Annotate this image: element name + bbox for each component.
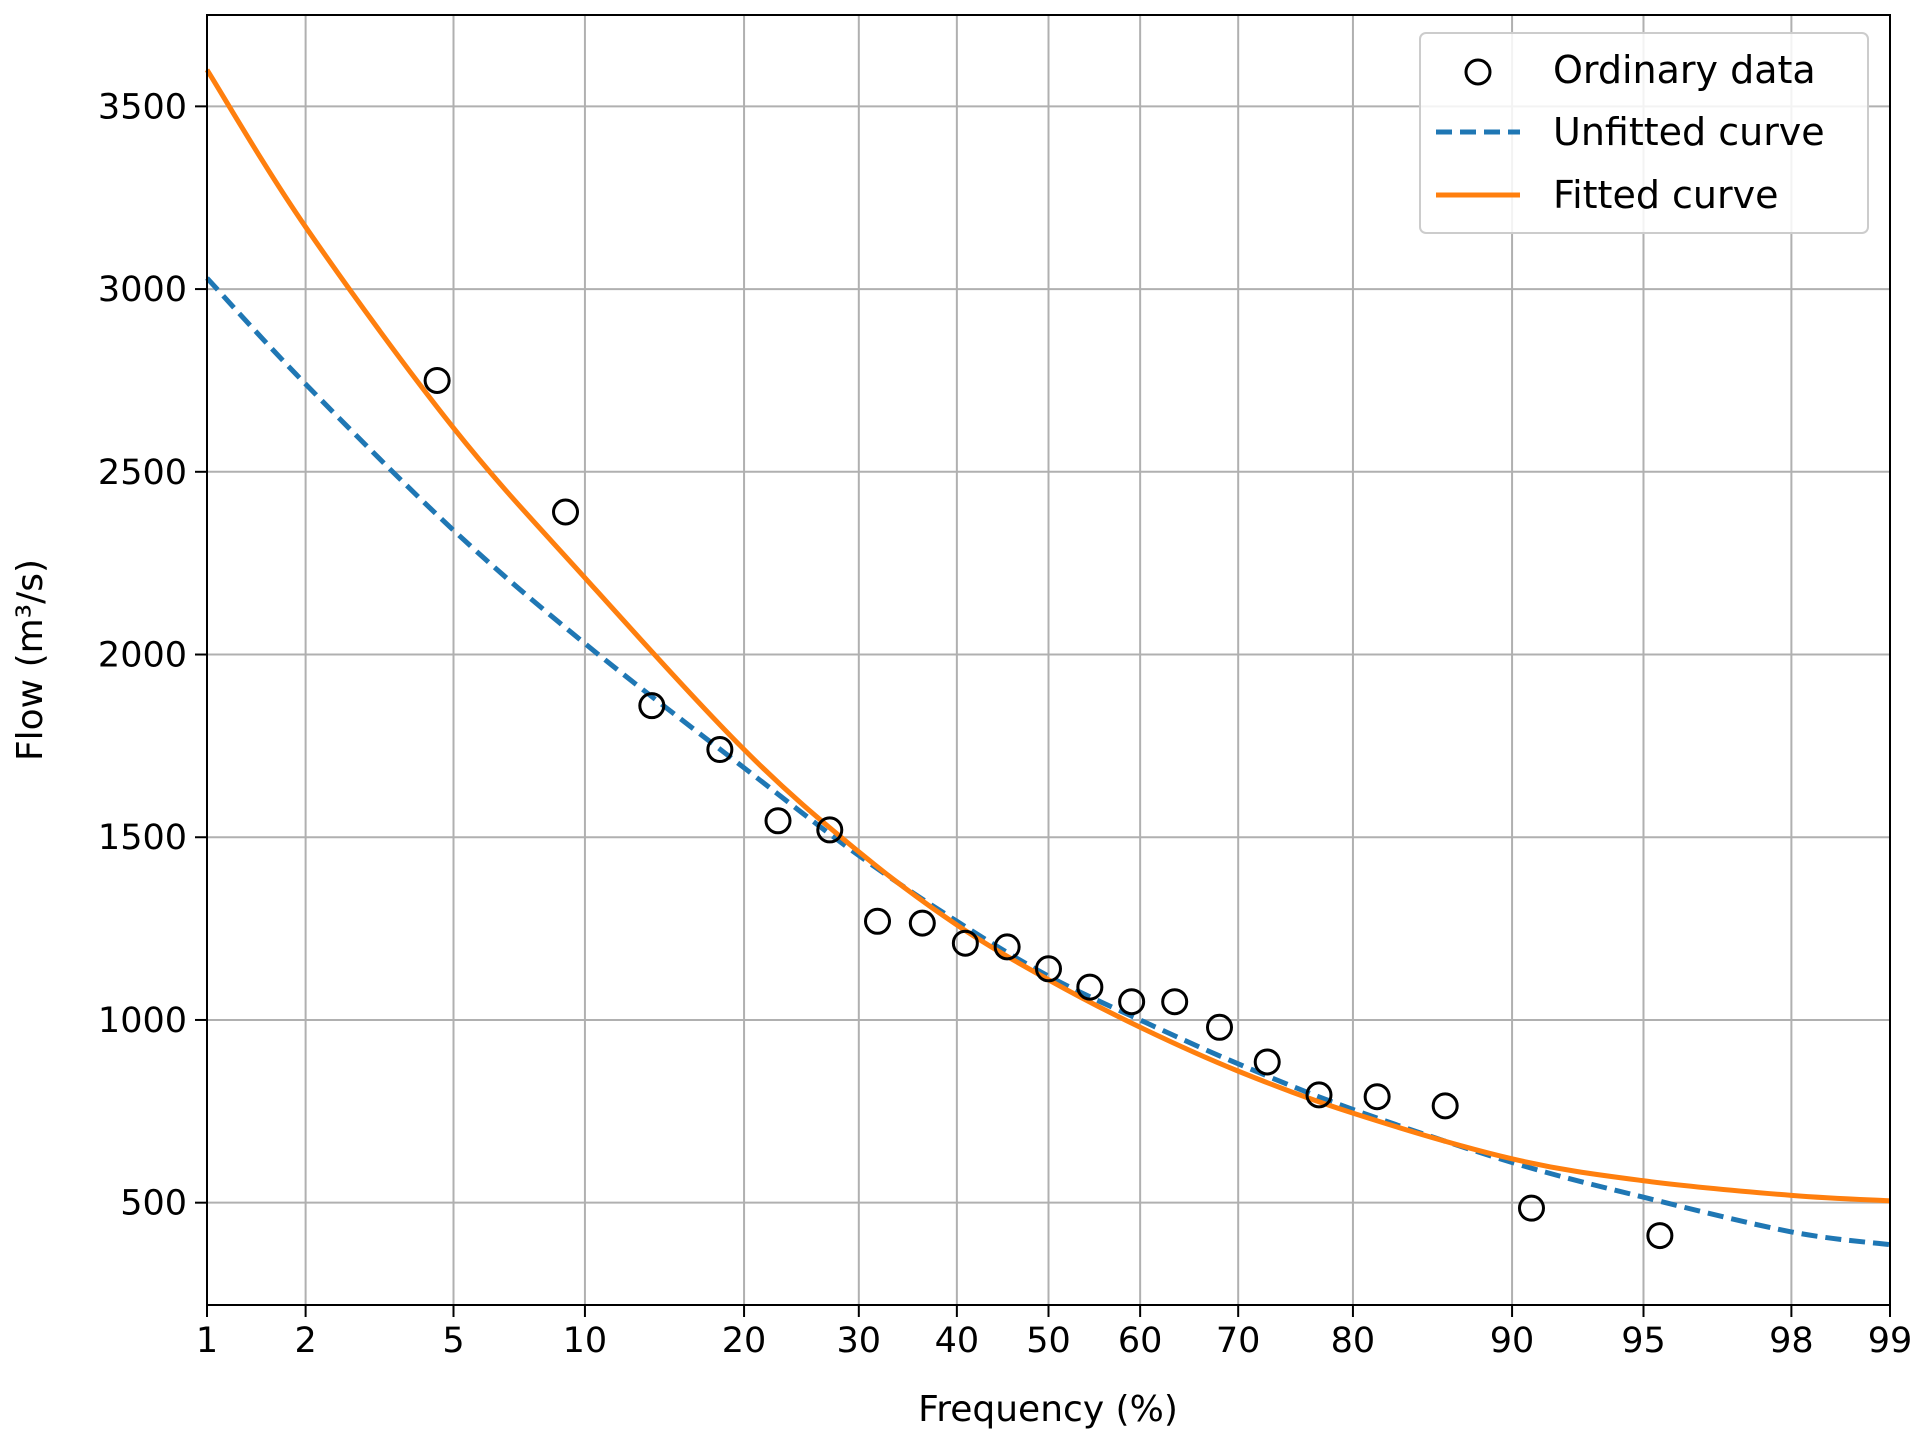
legend-label-fitted-curve: Fitted curve xyxy=(1553,173,1779,217)
y-tick-label: 2000 xyxy=(98,636,187,676)
legend: Ordinary data Unfitted curve Fitted curv… xyxy=(1419,32,1869,234)
data-point xyxy=(908,909,936,937)
data-point xyxy=(423,366,451,394)
y-axis-label: Flow (m³/s) xyxy=(10,559,51,761)
data-point xyxy=(1161,988,1189,1016)
x-tick-label: 70 xyxy=(1216,1321,1261,1361)
data-point xyxy=(1517,1194,1545,1222)
legend-box xyxy=(1419,32,1869,234)
data-point xyxy=(816,816,844,844)
x-tick-label: 50 xyxy=(1026,1321,1071,1361)
data-point xyxy=(1305,1081,1333,1109)
x-tick-label: 10 xyxy=(563,1321,608,1361)
data-point xyxy=(638,692,666,720)
x-tick-label: 30 xyxy=(837,1321,882,1361)
data-point xyxy=(552,498,580,526)
legend-label-unfitted-curve: Unfitted curve xyxy=(1553,110,1825,154)
y-tick-label: 3500 xyxy=(98,87,187,127)
data-point xyxy=(764,807,792,835)
data-point xyxy=(1076,973,1104,1001)
x-axis-label: Frequency (%) xyxy=(918,1389,1178,1430)
data-point xyxy=(1118,988,1146,1016)
y-tick-label: 500 xyxy=(120,1184,187,1224)
data-point xyxy=(864,907,891,935)
data-point xyxy=(951,929,979,957)
x-tick-label: 40 xyxy=(935,1321,980,1361)
x-tick-label: 2 xyxy=(294,1321,316,1361)
x-tick-label: 80 xyxy=(1331,1321,1376,1361)
data-point xyxy=(1206,1013,1233,1041)
data-point xyxy=(1646,1222,1674,1250)
series-layer xyxy=(204,68,1891,1250)
x-tick-label: 1 xyxy=(196,1321,218,1361)
x-tick-label: 99 xyxy=(1868,1321,1913,1361)
x-tick-label: 20 xyxy=(722,1321,767,1361)
x-tick-label: 90 xyxy=(1490,1321,1535,1361)
data-point xyxy=(1253,1048,1281,1076)
y-tick-label: 3000 xyxy=(98,270,187,310)
legend-label-ordinary-data: Ordinary data xyxy=(1553,48,1816,92)
y-tick-label: 1500 xyxy=(98,818,187,858)
data-point xyxy=(1363,1083,1391,1111)
y-tick-label: 2500 xyxy=(98,453,187,493)
x-tick-label: 95 xyxy=(1621,1321,1666,1361)
x-tick-label: 5 xyxy=(442,1321,464,1361)
data-point xyxy=(706,736,734,764)
ticks: 1 2 5 10 20 30 40 50 60 70 80 90 95 98 99 500 1000 1500 20… xyxy=(98,87,1912,1361)
data-point xyxy=(993,933,1021,961)
x-tick-label: 60 xyxy=(1118,1321,1163,1361)
data-point xyxy=(1035,955,1062,983)
legend-marker-ordinary-data xyxy=(1464,58,1492,86)
y-tick-label: 1000 xyxy=(98,1001,187,1041)
data-point xyxy=(1431,1092,1459,1120)
x-tick-label: 98 xyxy=(1769,1321,1814,1361)
